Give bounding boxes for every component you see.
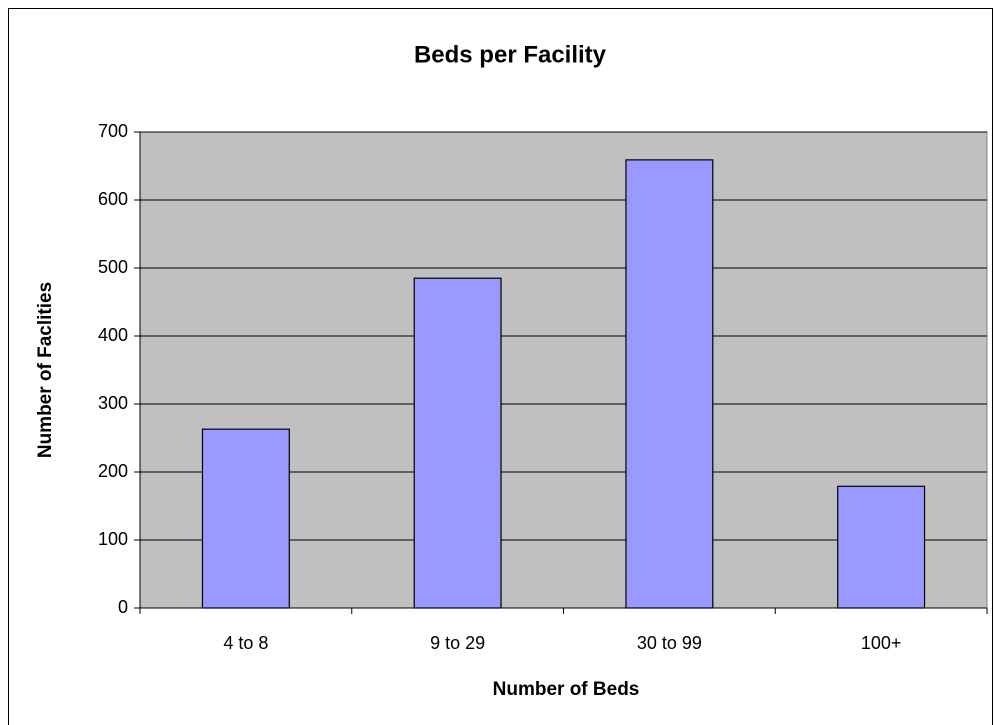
x-tick-label: 30 to 99 — [637, 633, 702, 653]
x-tick-label: 9 to 29 — [430, 633, 485, 653]
bar — [201, 428, 290, 609]
y-tick-label: 0 — [118, 597, 128, 617]
y-axis-title: Number of Faclities — [35, 282, 56, 458]
x-axis-title: Number of Beds — [493, 679, 640, 700]
y-tick-label: 200 — [98, 461, 128, 481]
bar — [413, 277, 502, 609]
y-tick-label: 600 — [98, 189, 128, 209]
y-tick-label: 300 — [98, 393, 128, 413]
y-tick-label: 100 — [98, 529, 128, 549]
x-tick-label: 100+ — [861, 633, 902, 653]
y-tick-label: 400 — [98, 325, 128, 345]
bar — [625, 159, 714, 609]
bar — [837, 485, 926, 609]
y-tick-label: 700 — [98, 121, 128, 141]
y-tick-label: 500 — [98, 257, 128, 277]
chart-title: Beds per Facility — [414, 41, 607, 68]
x-tick-label: 4 to 8 — [223, 633, 268, 653]
